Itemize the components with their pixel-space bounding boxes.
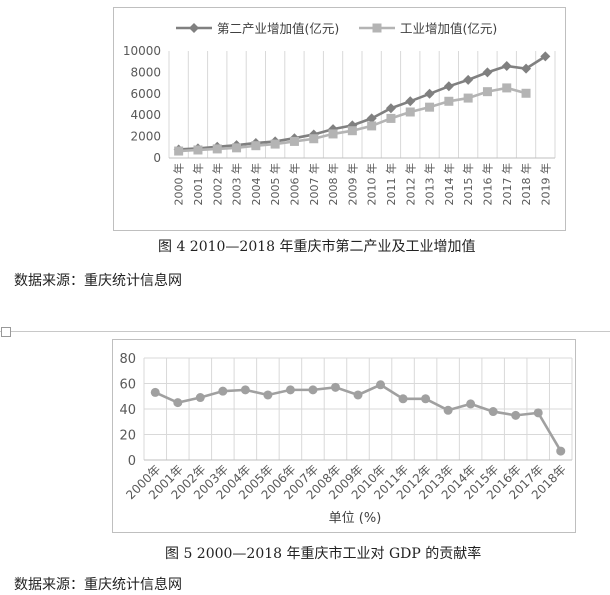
legend-label-1: 第二产业增加值(亿元)	[217, 21, 339, 36]
data-point-s2	[309, 134, 319, 144]
y-tick-label: 80	[119, 352, 136, 367]
x-tick-label: 2013 年	[423, 163, 437, 206]
y-tick-label: 8000	[130, 65, 161, 79]
page-divider	[0, 331, 610, 332]
data-point-s2	[232, 143, 242, 153]
figure-4-caption: 图 4 2010—2018 年重庆市第二产业及工业增加值	[158, 239, 476, 255]
x-tick-label: 2011 年	[384, 163, 398, 206]
x-tick-label: 2014 年	[442, 163, 456, 206]
figure-4-source: 数据来源：重庆统计信息网	[14, 273, 182, 289]
data-point	[218, 386, 228, 396]
data-point	[376, 380, 386, 390]
x-tick-label: 2006 年	[287, 163, 301, 206]
data-point-s2	[328, 129, 338, 139]
x-tick-label: 2019 年	[538, 163, 552, 206]
legend-label-2: 工业增加值(亿元)	[400, 21, 497, 36]
y-tick-label: 6000	[130, 87, 161, 101]
data-point-s2	[251, 141, 261, 151]
data-point	[353, 390, 363, 400]
y-tick-label: 2000	[130, 130, 161, 144]
x-tick-label: 2012 年	[403, 163, 417, 206]
x-axis-title: 单位 (%)	[329, 511, 382, 526]
data-point	[466, 399, 476, 409]
data-point-s1	[482, 67, 493, 78]
x-tick-label: 2008 年	[326, 163, 340, 206]
data-point-s2	[386, 113, 396, 123]
x-tick-label: 2003 年	[230, 163, 244, 206]
y-tick-label: 0	[153, 151, 161, 165]
data-point	[308, 385, 318, 395]
data-point-s2	[405, 107, 415, 117]
data-point-s2	[463, 93, 473, 103]
data-point	[511, 410, 521, 420]
x-tick-label: 2005 年	[268, 163, 282, 206]
data-point	[421, 394, 431, 404]
data-point-s2	[212, 144, 222, 154]
data-point-s1	[385, 103, 396, 114]
legend-marker-2	[372, 23, 382, 33]
chart-1-svg: 0 2000 4000 6000 8000 10000 2000 年 2001 年 2002 年…	[123, 21, 556, 206]
data-point	[240, 385, 250, 395]
x-tick-label: 2007 年	[307, 163, 321, 206]
data-point	[488, 407, 498, 417]
data-point-s2	[347, 126, 357, 136]
data-point	[263, 390, 273, 400]
x-tick-label: 2018 年	[519, 163, 533, 206]
data-point-s2	[444, 96, 454, 106]
x-tick-label: 2002 年	[210, 163, 224, 206]
x-tick-label: 2004 年	[249, 163, 263, 206]
y-tick-label: 4000	[130, 108, 161, 122]
x-tick-label: 2016 年	[480, 163, 494, 206]
data-point-s1	[405, 96, 416, 107]
data-point-s1	[366, 113, 377, 124]
data-point-s2	[425, 102, 435, 112]
y-tick-label: 40	[119, 403, 136, 418]
data-point-s2	[367, 121, 377, 131]
y-tick-label: 60	[119, 378, 136, 393]
y-tick-label: 20	[119, 429, 136, 444]
figure-5-source: 数据来源：重庆统计信息网	[14, 577, 182, 593]
x-tick-label: 2010 年	[365, 163, 379, 206]
data-point-s2	[521, 88, 531, 98]
data-point	[285, 385, 295, 395]
y-tick-label: 0	[128, 454, 136, 469]
legend-marker-1	[189, 23, 199, 33]
data-point-s1	[521, 63, 532, 74]
anchor-marker-icon	[1, 327, 11, 337]
data-point-s1	[501, 60, 512, 71]
x-tick-label: 2000 年	[172, 163, 186, 206]
x-tick-label: 2017 年	[500, 163, 514, 206]
data-point	[556, 446, 566, 456]
chart-2-svg: 0204060802000年2001年2002年2003年2004年2005年2…	[119, 352, 573, 526]
figure-5-caption: 图 5 2000—2018 年重庆市工业对 GDP 的贡献率	[165, 546, 482, 562]
x-tick-label: 2001 年	[191, 163, 205, 206]
x-tick-label: 2015 年	[461, 163, 475, 206]
data-point-s1	[443, 81, 454, 92]
data-point-s2	[270, 139, 280, 149]
data-point	[533, 408, 543, 418]
series-line-2	[178, 86, 527, 153]
data-point	[150, 387, 160, 397]
data-point-s2	[289, 136, 299, 146]
data-point-s2	[502, 83, 512, 93]
data-point	[195, 393, 205, 403]
data-point-s2	[482, 87, 492, 97]
data-point	[443, 405, 453, 415]
y-tick-label: 10000	[123, 44, 161, 58]
data-point-s2	[174, 146, 184, 156]
data-point-s1	[463, 74, 474, 85]
data-point-s1	[424, 88, 435, 99]
data-point-s2	[193, 145, 203, 155]
data-point	[330, 382, 340, 392]
data-point	[173, 398, 183, 408]
data-point-s1	[540, 51, 551, 62]
data-point	[398, 394, 408, 404]
x-tick-label: 2009 年	[345, 163, 359, 206]
